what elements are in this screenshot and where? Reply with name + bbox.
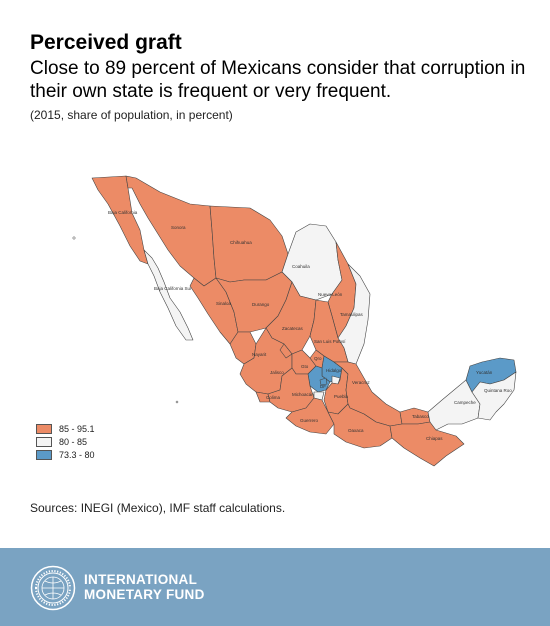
label-veracruz: Veracruz (352, 380, 371, 385)
label-sonora: Sonora (171, 225, 186, 230)
label-durango: Durango (252, 302, 270, 307)
label-puebla: Puebla (334, 394, 349, 399)
legend-swatch-mid (36, 436, 52, 447)
state-aguascalientes (279, 343, 293, 359)
state-quintana-roo (471, 371, 517, 421)
label-yucatan: Yucatán (476, 370, 493, 375)
state-mexico-city (319, 377, 328, 386)
legend-label-low: 73.3 - 80 (59, 449, 95, 460)
island-guadalupe (72, 236, 76, 240)
legend-label-high: 85 - 95.1 (59, 423, 95, 434)
state-baja-california-sur (143, 249, 194, 341)
label-nuevo-leon: Nuevo León (318, 292, 343, 297)
chart-title: Perceived graft (30, 31, 182, 54)
source-note: Sources: INEGI (Mexico), IMF staff calcu… (30, 501, 286, 515)
label-oaxaca: Oaxaca (348, 428, 364, 433)
legend-item-mid: 80 - 85 (36, 435, 95, 448)
label-sinaloa: Sinaloa (216, 301, 232, 306)
label-guanajuato: Gto (301, 364, 309, 369)
state-mexico (307, 365, 331, 393)
footer-banner: INTERNATIONAL MONETARY FUND (0, 548, 550, 626)
legend-item-low: 73.3 - 80 (36, 448, 95, 461)
legend-swatch-low (36, 449, 52, 460)
label-guerrero: Guerrero (300, 418, 319, 423)
label-tamaulipas: Tamaulipas (340, 312, 364, 317)
island-revillagigedo (175, 400, 179, 404)
label-colima: Colima (266, 395, 281, 400)
label-queretaro: Qro (314, 356, 322, 361)
header: Perceived graft Close to 89 percent of M… (30, 30, 530, 122)
imf-seal-icon (30, 565, 76, 611)
label-chiapas: Chiapas (426, 436, 443, 441)
label-chihuahua: Chihuahua (230, 240, 252, 245)
label-zacatecas: Zacatecas (282, 326, 304, 331)
label-nayarit: Nayarit (252, 352, 267, 357)
label-jalisco: Jalisco (270, 370, 284, 375)
imf-wordmark-line1: INTERNATIONAL (84, 572, 198, 587)
legend-label-mid: 80 - 85 (59, 436, 88, 447)
chart-note: (2015, share of population, in percent) (30, 108, 233, 122)
label-michoacan: Michoacán (292, 392, 314, 397)
legend-swatch-high (36, 423, 52, 434)
chart-subtitle: Close to 89 percent of Mexicans consider… (30, 58, 526, 102)
state-chiapas (389, 421, 465, 467)
label-hidalgo: Hidalgo (326, 368, 342, 373)
label-quintana-roo: Quintana Roo (484, 388, 512, 393)
imf-wordmark-line2: MONETARY FUND (84, 587, 205, 602)
label-tabasco: Tabasco (412, 414, 429, 419)
map-legend: 85 - 95.1 80 - 85 73.3 - 80 (36, 422, 95, 461)
label-san-luis-potosi: San Luis Potosí (314, 339, 346, 344)
label-baja-california-sur: Baja California Sur (154, 286, 192, 291)
label-mexico-city: DF (320, 384, 326, 389)
imf-wordmark: INTERNATIONAL MONETARY FUND (84, 572, 205, 602)
label-coahuila: Coahuila (292, 264, 310, 269)
mexico-map: Baja California Baja California Sur Sono… (72, 175, 517, 467)
label-campeche: Campeche (454, 400, 476, 405)
label-baja-california: Baja California (108, 210, 138, 215)
legend-item-high: 85 - 95.1 (36, 422, 95, 435)
